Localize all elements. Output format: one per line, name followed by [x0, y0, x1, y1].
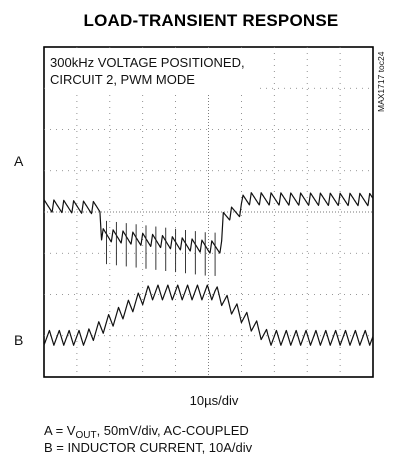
figure-id: MAX1717 toc24 — [376, 51, 386, 112]
annotation-line-1: 300kHz VOLTAGE POSITIONED, — [50, 55, 245, 70]
trace-b — [43, 284, 374, 346]
grid — [44, 47, 373, 377]
footer-line-a: A = VOUT, 50mV/div, AC-COUPLED — [44, 423, 249, 441]
footer-a-prefix: A = V — [44, 423, 76, 438]
annotation-background — [46, 49, 260, 95]
chart-title: LOAD-TRANSIENT RESPONSE — [84, 11, 339, 30]
channel-label-b: B — [14, 332, 23, 348]
channel-label-a: A — [14, 153, 24, 169]
footer-a-suffix: , 50mV/div, AC-COUPLED — [97, 423, 249, 438]
footer-b-text: B = INDUCTOR CURRENT, 10A/div — [44, 440, 253, 455]
time-scale-label: 10µs/div — [190, 393, 239, 408]
annotation-line-2: CIRCUIT 2, PWM MODE — [50, 72, 195, 87]
footer-a-subscript: OUT — [75, 430, 96, 441]
trace-a — [43, 192, 374, 254]
traces — [43, 192, 374, 346]
footer-line-b: B = INDUCTOR CURRENT, 10A/div — [44, 440, 253, 455]
